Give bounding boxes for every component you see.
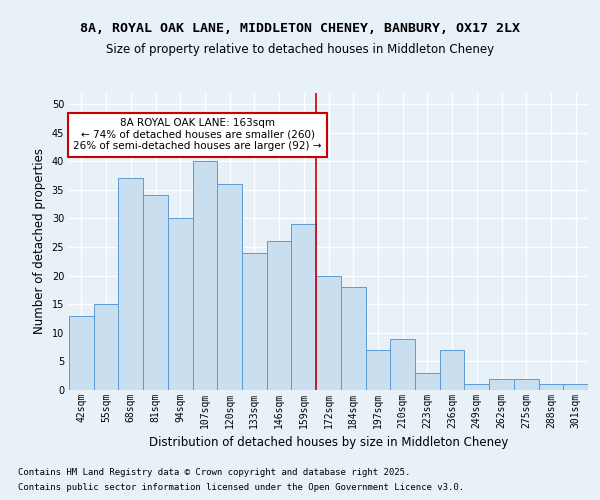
Bar: [143, 196, 168, 390]
Bar: [267, 242, 292, 390]
Bar: [464, 384, 489, 390]
Bar: [118, 178, 143, 390]
Bar: [193, 161, 217, 390]
Bar: [242, 252, 267, 390]
Bar: [390, 338, 415, 390]
Bar: [316, 276, 341, 390]
Bar: [341, 287, 365, 390]
Y-axis label: Number of detached properties: Number of detached properties: [33, 148, 46, 334]
Bar: [563, 384, 588, 390]
Bar: [168, 218, 193, 390]
Bar: [94, 304, 118, 390]
Bar: [489, 378, 514, 390]
Text: Contains public sector information licensed under the Open Government Licence v3: Contains public sector information licen…: [18, 483, 464, 492]
Bar: [415, 373, 440, 390]
Bar: [69, 316, 94, 390]
Bar: [292, 224, 316, 390]
Bar: [514, 378, 539, 390]
Text: 8A ROYAL OAK LANE: 163sqm
← 74% of detached houses are smaller (260)
26% of semi: 8A ROYAL OAK LANE: 163sqm ← 74% of detac…: [73, 118, 322, 152]
Text: Contains HM Land Registry data © Crown copyright and database right 2025.: Contains HM Land Registry data © Crown c…: [18, 468, 410, 477]
Text: Size of property relative to detached houses in Middleton Cheney: Size of property relative to detached ho…: [106, 42, 494, 56]
Bar: [365, 350, 390, 390]
Bar: [440, 350, 464, 390]
Bar: [217, 184, 242, 390]
X-axis label: Distribution of detached houses by size in Middleton Cheney: Distribution of detached houses by size …: [149, 436, 508, 450]
Text: 8A, ROYAL OAK LANE, MIDDLETON CHENEY, BANBURY, OX17 2LX: 8A, ROYAL OAK LANE, MIDDLETON CHENEY, BA…: [80, 22, 520, 36]
Bar: [539, 384, 563, 390]
